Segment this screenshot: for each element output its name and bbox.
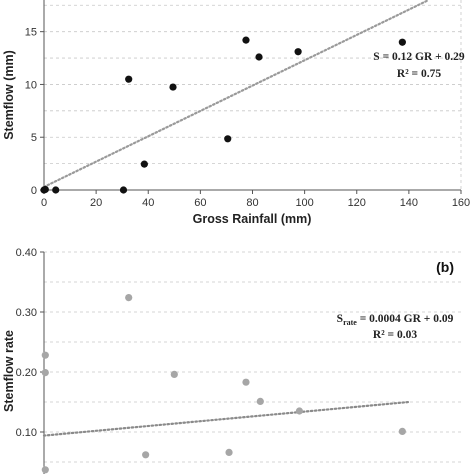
panel-b-data-point	[242, 378, 250, 386]
panel-a-y-tick-label: 0	[31, 185, 37, 197]
panel-b-equation-symbol: S	[337, 313, 343, 325]
panel-b-y-axis-title: Stemflow rate	[2, 330, 16, 412]
panel-a-data-point	[140, 160, 148, 168]
panel-a-points	[40, 36, 406, 194]
panel-a-data-point	[125, 75, 133, 83]
panel-a-r-squared: R² = 0.75	[397, 68, 441, 80]
panel-a-gridlines	[44, 0, 462, 190]
panel-b-y-ticks: 0.40 0.30 0.20 0.10	[16, 247, 44, 439]
panel-a-data-point	[52, 186, 60, 194]
panel-a-x-tick-label: 40	[142, 197, 154, 209]
panel-b-y-tick-label: 0.20	[16, 367, 37, 379]
panel-a-y-tick-label: 15	[25, 27, 37, 39]
panel-b-gridlines	[44, 251, 461, 463]
panel-b-label: (b)	[436, 259, 454, 275]
panel-a-x-tick-label: 100	[295, 197, 313, 209]
panel-a-data-point	[398, 38, 406, 46]
panel-b-y-tick-label: 0.40	[16, 247, 37, 259]
panel-b-points	[41, 294, 406, 474]
panel-a-y-tick-label: 10	[25, 79, 37, 91]
panel-a-x-tick-label: 140	[400, 197, 418, 209]
panel-a-x-tick-label: 160	[452, 197, 470, 209]
panel-b-data-point	[142, 451, 150, 459]
panel-b-data-point	[125, 294, 133, 302]
panel-a-x-tick-label: 20	[90, 197, 102, 209]
panel-b-data-point	[170, 370, 178, 378]
panel-b-data-point	[41, 369, 49, 377]
panel-a-equation: S = 0.12 GR + 0.29	[373, 51, 465, 63]
panel-a-data-point	[255, 53, 263, 61]
panel-a-y-ticks: 0 5 10 15	[25, 27, 44, 197]
panel-b-data-point	[41, 466, 49, 474]
panel-b-equation: Srate = 0.0004 GR + 0.09	[337, 313, 454, 327]
panel-a-data-point	[169, 83, 177, 91]
panel-b-data-point	[225, 448, 233, 456]
panel-b-equation-subscript: rate	[343, 318, 357, 327]
panel-b-equation-rest: = 0.0004 GR + 0.09	[357, 313, 454, 325]
panel-b-trendline	[42, 400, 410, 437]
panel-a-x-ticks: 0 20 40 60 80 100 120 140 160	[41, 190, 470, 209]
panel-a-trendline	[42, 0, 430, 189]
panel-a-y-tick-label: 5	[31, 132, 37, 144]
panel-a-y-axis-title: Stemflow (mm)	[2, 50, 16, 140]
panel-a-x-tick-label: 120	[348, 197, 366, 209]
panel-b-r-squared: R² = 0.03	[373, 329, 417, 341]
panel-a-data-point	[119, 186, 128, 194]
panel-a-x-tick-label: 60	[194, 197, 206, 209]
panel-a-x-axis-title: Gross Rainfall (mm)	[193, 212, 312, 226]
panel-a-data-point	[294, 48, 302, 56]
panel-a-data-point	[224, 135, 232, 143]
panel-b-data-point	[295, 407, 304, 415]
panel-b-data-point	[41, 351, 49, 359]
panel-a-chart: 0 20 40 60 80 100 120 140 160 0 5 10 15 S = 0.12 GR…	[2, 0, 470, 226]
panel-a-data-point	[41, 185, 49, 194]
panel-b-y-tick-label: 0.10	[16, 427, 37, 439]
panel-a-x-tick-label: 80	[246, 197, 258, 209]
panel-b-data-point	[398, 427, 406, 435]
panel-b-data-point	[256, 397, 264, 405]
panel-a-x-tick-label: 0	[41, 197, 47, 209]
panel-b-chart: 0.40 0.30 0.20 0.10 (b) Srate = 0.0004 GR +…	[2, 247, 461, 474]
panel-a-data-point	[242, 36, 250, 44]
panel-b-y-tick-label: 0.30	[16, 307, 37, 319]
